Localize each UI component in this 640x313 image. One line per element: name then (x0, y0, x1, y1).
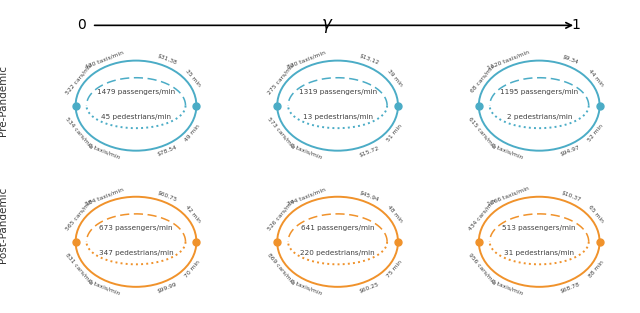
Text: 44 min: 44 min (588, 69, 605, 88)
Text: 744 taxis/min: 744 taxis/min (286, 186, 326, 206)
Text: 0 taxis/min: 0 taxis/min (88, 279, 121, 296)
Text: 615 cars/min: 615 cars/min (468, 116, 497, 150)
Text: 0 taxis/min: 0 taxis/min (290, 143, 323, 160)
Text: $94.97: $94.97 (560, 145, 581, 157)
Text: 0 taxis/min: 0 taxis/min (88, 143, 121, 160)
Text: 1: 1 (572, 18, 580, 32)
Text: $60.25: $60.25 (358, 281, 380, 294)
Text: 220 pedestrians/min: 220 pedestrians/min (300, 250, 375, 256)
Text: 420 taxis/min: 420 taxis/min (84, 50, 125, 70)
Text: 48 min: 48 min (386, 205, 403, 224)
Text: $68.78: $68.78 (560, 281, 581, 294)
Text: 52 min: 52 min (588, 123, 605, 143)
Text: γ: γ (321, 15, 332, 33)
Text: 831 cars/min: 831 cars/min (65, 253, 93, 286)
Text: $9.34: $9.34 (562, 54, 579, 65)
Text: 70 min: 70 min (184, 259, 202, 279)
Text: $99.99: $99.99 (157, 281, 178, 294)
Text: 275 cars/min: 275 cars/min (266, 61, 295, 95)
Text: 13 pedestrians/min: 13 pedestrians/min (303, 114, 372, 120)
Text: 522 cars/min: 522 cars/min (65, 61, 93, 95)
Text: 534 cars/min: 534 cars/min (65, 116, 93, 150)
Text: 1479 passengers/min: 1479 passengers/min (97, 89, 175, 95)
Text: 39 min: 39 min (386, 69, 403, 88)
Text: 513 passengers/min: 513 passengers/min (502, 225, 576, 231)
Text: 869 cars/min: 869 cars/min (266, 253, 295, 286)
Text: 65 min: 65 min (588, 205, 605, 224)
Text: 347 pedestrians/min: 347 pedestrians/min (99, 250, 173, 256)
Text: 434 cars/min: 434 cars/min (468, 198, 497, 231)
Text: 1120 taxis/min: 1120 taxis/min (486, 49, 529, 71)
Text: 956 cars/min: 956 cars/min (468, 253, 497, 286)
Text: 51 min: 51 min (386, 123, 403, 143)
Text: 2 pedestrians/min: 2 pedestrians/min (506, 114, 572, 120)
Text: 0 taxis/min: 0 taxis/min (290, 279, 323, 296)
Text: 88 min: 88 min (588, 259, 605, 279)
Text: 584 taxis/min: 584 taxis/min (84, 186, 125, 206)
Text: 49 min: 49 min (184, 123, 202, 143)
Text: $45.94: $45.94 (358, 190, 380, 202)
Text: 641 passengers/min: 641 passengers/min (301, 225, 374, 231)
Text: 820 taxis/min: 820 taxis/min (286, 50, 326, 70)
Text: 573 cars/min: 573 cars/min (266, 116, 295, 150)
Text: Pre-Pandemic: Pre-Pandemic (0, 65, 8, 136)
Text: 673 passengers/min: 673 passengers/min (99, 225, 173, 231)
Text: 1195 passengers/min: 1195 passengers/min (500, 89, 579, 95)
Text: $60.75: $60.75 (157, 190, 178, 202)
Text: 68 cars/min: 68 cars/min (469, 63, 495, 93)
Text: 1066 taxis/min: 1066 taxis/min (486, 186, 529, 207)
Text: 1319 passengers/min: 1319 passengers/min (298, 89, 377, 95)
Text: 0: 0 (77, 18, 86, 32)
Text: $15.72: $15.72 (358, 145, 380, 157)
Text: $13.12: $13.12 (358, 54, 380, 66)
Text: 35 min: 35 min (184, 69, 202, 88)
Text: 75 min: 75 min (386, 259, 403, 279)
Text: 0 taxis/min: 0 taxis/min (492, 143, 524, 160)
Text: 526 cars/min: 526 cars/min (266, 198, 295, 231)
Text: $10.37: $10.37 (560, 190, 581, 202)
Text: 565 cars/min: 565 cars/min (65, 198, 93, 231)
Text: 31 pedestrians/min: 31 pedestrians/min (504, 250, 574, 256)
Text: $31.38: $31.38 (157, 54, 178, 66)
Text: Post-Pandemic: Post-Pandemic (0, 187, 8, 264)
Text: 45 pedestrians/min: 45 pedestrians/min (101, 114, 171, 120)
Text: 42 min: 42 min (184, 205, 202, 224)
Text: $78.54: $78.54 (157, 145, 178, 157)
Text: 0 taxis/min: 0 taxis/min (492, 279, 524, 296)
